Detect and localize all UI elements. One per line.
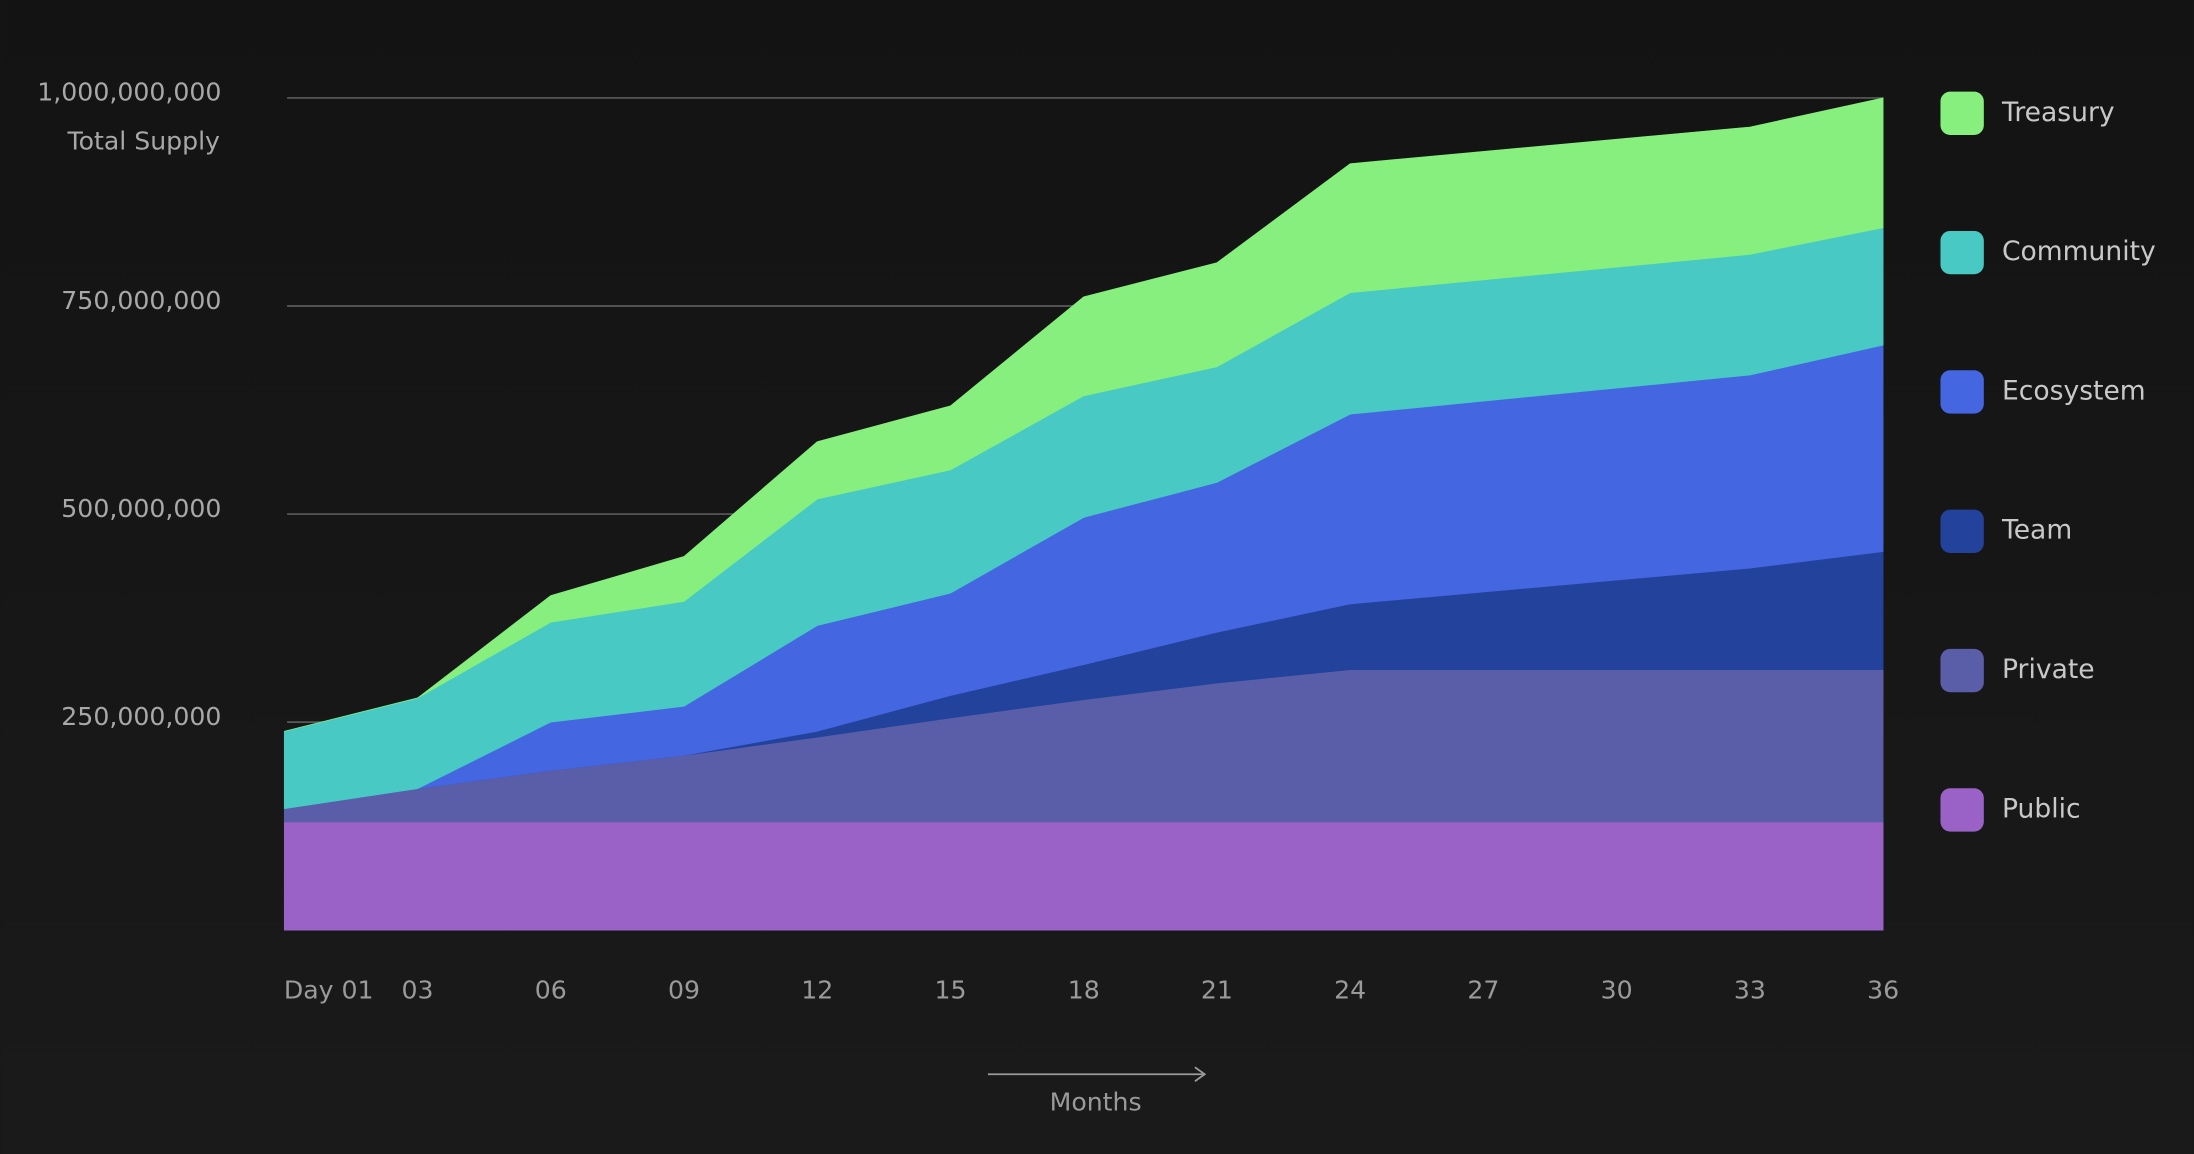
legend-label: Public	[2002, 793, 2081, 824]
area	[283, 821, 1884, 931]
legend-swatch	[1940, 91, 1984, 135]
x-tick-label: 36	[1867, 976, 1899, 1005]
x-tick-label: 27	[1467, 976, 1499, 1005]
y-tick-label: 250,000,000	[61, 702, 221, 731]
x-tick-label: 33	[1734, 976, 1766, 1005]
x-tick-label: 30	[1601, 976, 1633, 1005]
area	[284, 97, 1884, 732]
legend-swatch	[1940, 509, 1984, 553]
arrow-head	[1194, 1066, 1207, 1083]
x-tick-label: 06	[535, 976, 567, 1005]
legend-label: Ecosystem	[2002, 375, 2146, 406]
legend-label: Community	[2002, 236, 2156, 267]
x-tick-label: 24	[1334, 976, 1366, 1005]
legend-swatch	[1940, 788, 1984, 832]
x-axis-label: Months	[1050, 1088, 1142, 1117]
x-tick-label: Day 01	[284, 976, 374, 1005]
y-tick-label: 500,000,000	[61, 494, 221, 523]
legend-swatch	[1940, 230, 1984, 275]
x-tick-label: 03	[402, 976, 434, 1005]
legend-swatch	[1940, 370, 1984, 414]
x-tick-label: 12	[801, 976, 833, 1005]
x-tick-label: 09	[668, 976, 700, 1005]
y-tick-label: 750,000,000	[61, 286, 221, 315]
legend-swatch	[1940, 648, 1984, 693]
x-tick-label: 18	[1068, 976, 1100, 1005]
y-axis-label: Total Supply	[66, 127, 220, 156]
legend-label: Team	[2001, 515, 2072, 546]
legend-label: Treasury	[2001, 97, 2115, 128]
legend-label: Private	[2002, 654, 2095, 685]
y-tick-label: 1,000,000,000	[37, 78, 221, 107]
x-tick-label: 21	[1201, 976, 1233, 1005]
x-tick-label: 15	[934, 976, 966, 1005]
